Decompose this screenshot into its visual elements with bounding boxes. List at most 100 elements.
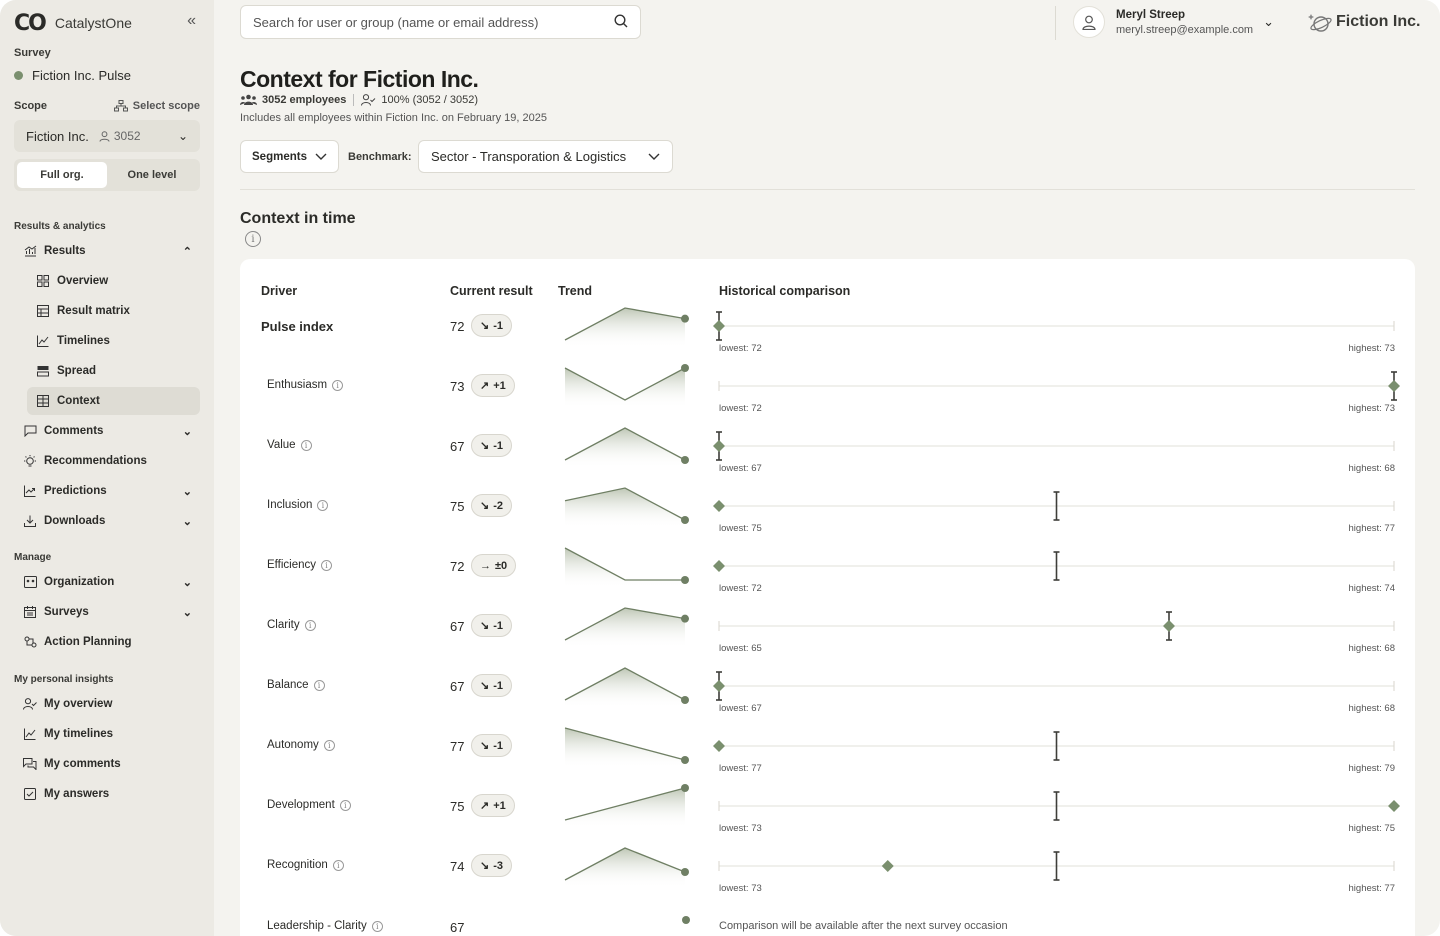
nav-recommendations[interactable]: Recommendations (14, 447, 200, 475)
user-menu[interactable]: Meryl Streep meryl.streep@example.com ⌄ (1073, 6, 1274, 38)
delta-badge: ↘ -1 (471, 674, 512, 697)
sparkline-area (565, 488, 685, 528)
trend-sparkline (564, 487, 689, 528)
nav-comments[interactable]: Comments ⌄ (14, 417, 200, 445)
info-icon[interactable]: i (332, 859, 344, 871)
lowest-label: lowest: 72 (719, 343, 762, 354)
sparkline-line (564, 847, 686, 881)
nav-my-comments-label: My comments (44, 758, 121, 770)
select-scope-button[interactable]: Select scope (113, 100, 200, 112)
app-name: CatalystOne (54, 15, 132, 31)
search-input[interactable]: Search for user or group (name or email … (240, 5, 641, 39)
historical-comparison (713, 731, 1395, 761)
delta-value: -1 (493, 439, 503, 452)
nav-organization[interactable]: Organization ⌄ (14, 568, 200, 596)
nav-timelines[interactable]: Timelines (27, 327, 200, 355)
trend-up-icon: ↗ (480, 800, 490, 812)
sparkline-line (564, 667, 686, 701)
highest-label: highest: 74 (1348, 583, 1395, 594)
nav-predictions-label: Predictions (44, 485, 107, 497)
status-dot (14, 71, 23, 80)
nav-organization-label: Organization (44, 576, 115, 588)
search-icon[interactable] (614, 13, 628, 31)
logo: CO CatalystOne « (14, 10, 200, 36)
info-icon[interactable]: i (304, 619, 316, 631)
collapse-sidebar-icon[interactable]: « (187, 12, 196, 29)
people-icon (240, 94, 257, 105)
info-icon[interactable]: i (332, 379, 344, 391)
nav-my-timelines[interactable]: My timelines (14, 720, 200, 748)
sparkline-area (565, 728, 685, 768)
trend-sparkline (564, 427, 689, 468)
info-icon[interactable]: i (323, 739, 335, 751)
meta-row: 3052 employees 100% (3052 / 3052) (240, 94, 478, 106)
survey-name-text: Fiction Inc. Pulse (32, 68, 131, 83)
driver-name: Recognition i (267, 859, 344, 871)
benchmark-select[interactable]: Sector - Transporation & Logistics (418, 140, 673, 173)
current-value-marker (1388, 380, 1400, 392)
scope-select[interactable]: Fiction Inc. 3052 ⌄ (14, 120, 200, 152)
org-chart-icon (113, 100, 128, 112)
scope-description: Includes all employees within Fiction In… (240, 112, 547, 124)
info-icon[interactable]: i (313, 679, 325, 691)
sparkline-area (565, 368, 685, 408)
chevron-down-icon: ⌄ (182, 606, 192, 619)
table-icon (35, 305, 51, 317)
info-icon[interactable]: i (371, 920, 383, 932)
segments-button[interactable]: Segments (240, 140, 339, 173)
nav-action-planning[interactable]: Action Planning (14, 628, 200, 656)
nav-result-matrix[interactable]: Result matrix (27, 297, 200, 325)
meta-divider (353, 94, 355, 106)
benchmark-marker (1053, 791, 1060, 821)
highest-label: highest: 68 (1348, 643, 1395, 654)
sparkline-point (681, 696, 689, 704)
line-chart-icon (22, 728, 38, 740)
trend-icon (22, 485, 38, 497)
current-value-marker (713, 320, 725, 332)
benchmark-label: Benchmark: (348, 151, 412, 163)
person-icon (99, 130, 110, 142)
trend-point (682, 916, 690, 924)
nav-results[interactable]: Results ⌃ (14, 237, 200, 265)
nav-downloads[interactable]: Downloads ⌄ (14, 507, 200, 535)
chevron-down-icon (648, 153, 660, 160)
info-icon[interactable]: i (339, 799, 351, 811)
nav-my-overview[interactable]: My overview (14, 690, 200, 718)
sidebar: CO CatalystOne « Survey Fiction Inc. Pul… (0, 0, 214, 936)
nav-context[interactable]: Context (27, 387, 200, 415)
delta-value: -1 (493, 679, 503, 692)
highest-label: highest: 68 (1348, 703, 1395, 714)
chevron-down-icon: ⌄ (182, 425, 192, 438)
current-result: 67 (450, 619, 465, 634)
trend-sparkline (564, 364, 689, 408)
sparkline-line (564, 427, 686, 461)
highest-label: highest: 75 (1348, 823, 1395, 834)
nav-overview[interactable]: Overview (27, 267, 200, 295)
header-trend: Trend (558, 284, 593, 298)
nav-my-overview-label: My overview (44, 698, 113, 710)
highest-label: highest: 77 (1348, 883, 1395, 894)
nav-my-comments[interactable]: My comments (14, 750, 200, 778)
toggle-one-level[interactable]: One level (127, 169, 177, 181)
nav-surveys[interactable]: Surveys ⌄ (14, 598, 200, 626)
search-placeholder: Search for user or group (name or email … (253, 14, 539, 30)
nav-my-answers[interactable]: My answers (14, 780, 200, 808)
nav-surveys-label: Surveys (44, 606, 89, 618)
sparkline-point (681, 784, 689, 792)
driver-name-text: Efficiency (267, 559, 317, 571)
nav-comments-label: Comments (44, 425, 104, 437)
delta-value: -2 (493, 499, 503, 512)
info-icon[interactable]: i (300, 439, 312, 451)
toggle-full-org[interactable]: Full org. (17, 162, 107, 188)
nav-spread[interactable]: Spread (27, 357, 200, 385)
nav-predictions[interactable]: Predictions ⌄ (14, 477, 200, 505)
info-icon[interactable]: i (317, 499, 329, 511)
header-driver: Driver (261, 284, 298, 298)
user-info: Meryl Streep meryl.streep@example.com (1116, 9, 1253, 36)
info-icon[interactable]: i (321, 559, 333, 571)
delta-value: -1 (493, 739, 503, 752)
info-icon[interactable]: i (245, 231, 261, 247)
delta-badge: ↘ -1 (471, 614, 512, 637)
driver-name: Clarity i (267, 619, 316, 631)
user-email: meryl.streep@example.com (1116, 23, 1254, 36)
